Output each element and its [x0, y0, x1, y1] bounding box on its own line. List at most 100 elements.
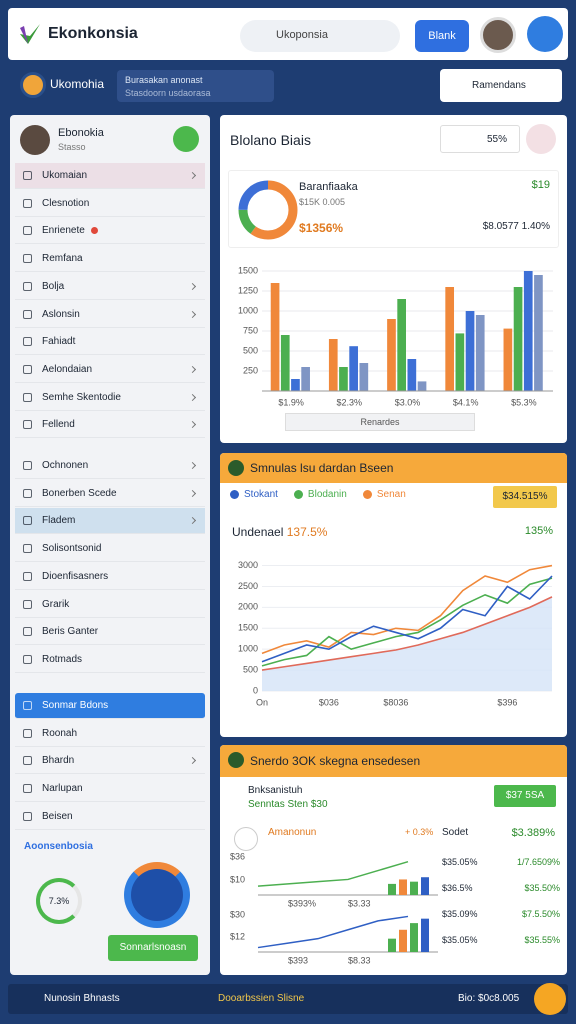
- y-tick-label: 500: [243, 345, 258, 355]
- bar: [301, 367, 310, 391]
- search-box[interactable]: Ukoponsia: [240, 20, 400, 52]
- header-icon: [228, 752, 244, 768]
- menu-icon: [23, 198, 32, 208]
- value-right: 135%: [524, 525, 553, 537]
- chevron: [188, 365, 197, 373]
- bar: [523, 271, 533, 391]
- y-label: $10: [230, 874, 245, 884]
- footer-left: Nunosin Bhnasts: [44, 993, 120, 1004]
- menu-item[interactable]: Narlupan: [15, 776, 205, 803]
- menu-item[interactable]: Solisontsonid: [15, 536, 205, 563]
- menu-label: Rotmads: [42, 653, 83, 665]
- menu-item[interactable]: Beisen: [15, 804, 205, 830]
- value-row: Undenael 137.5%: [232, 525, 327, 539]
- menu-item[interactable]: Roonah: [15, 721, 205, 747]
- panel-title: Smnulas lsu dardan Bseen: [250, 461, 394, 475]
- menu-item[interactable]: Enrienete: [15, 218, 205, 245]
- panel-title: Blolano Biais: [230, 132, 311, 148]
- menu-icon: [23, 516, 32, 526]
- profile-name: Ebonokia: [58, 127, 104, 139]
- menu-label: Narlupan: [42, 783, 83, 795]
- menu-label: Remfana: [42, 253, 83, 265]
- menu-icon: [23, 811, 32, 821]
- menu-icon: [23, 784, 32, 794]
- menu-item[interactable]: Ukomaian: [15, 163, 205, 189]
- menu-icon: [23, 599, 32, 609]
- bar: [349, 346, 358, 391]
- menu-item[interactable]: Fladem: [15, 508, 205, 535]
- menu-item[interactable]: Dioenfisasners: [15, 564, 205, 590]
- fab[interactable]: [534, 983, 566, 1015]
- menu-label: Fahiadt: [42, 336, 76, 348]
- menu-item[interactable]: Fahiadt: [15, 329, 205, 356]
- value-table: $35.05% 1/7.6509% $36.5% $35.50% $35.09% $7.5…: [442, 857, 560, 961]
- row1: Bnksanistuh: [248, 785, 303, 796]
- menu-icon: [23, 309, 32, 319]
- menu-icon: [23, 488, 32, 498]
- bar: [270, 283, 280, 391]
- primary-button[interactable]: Blank: [415, 20, 469, 52]
- menu-item[interactable]: Ochnonen: [15, 453, 205, 479]
- bar: [475, 315, 485, 391]
- bar: [399, 929, 407, 952]
- table-row: $35.05% 1/7.6509%: [442, 857, 560, 883]
- y-label: $12: [230, 931, 245, 941]
- menu-icon: [23, 654, 32, 664]
- legend-swatch: [362, 490, 372, 499]
- menu-item[interactable]: Aelondaian: [15, 357, 205, 383]
- table-cell: $35.50%: [524, 883, 560, 893]
- menu-item[interactable]: Grarik: [15, 592, 205, 618]
- menu-icon: [23, 701, 32, 710]
- panel-icon[interactable]: [526, 124, 556, 154]
- top-bar: Ekonkonsia Ukoponsia Blank: [8, 8, 568, 60]
- profile-subtitle: Stasso: [58, 142, 86, 152]
- table-cell: $35.05%: [442, 857, 478, 867]
- notice[interactable]: Burasakan anonast Stasdoorn usdaorasa: [117, 70, 274, 102]
- menu-item[interactable]: Sonmar Bdons: [15, 693, 205, 719]
- table-cell: $35.55%: [524, 935, 560, 945]
- chart-footer[interactable]: Renardes: [285, 413, 475, 431]
- gauge: 7.3%: [36, 878, 82, 924]
- y-tick-label: 3000: [238, 560, 258, 570]
- menu-icon: [23, 364, 32, 374]
- menu-item[interactable]: Semhe Skentodie: [15, 385, 205, 411]
- bar: [291, 379, 300, 391]
- table-cell: $35.09%: [442, 909, 478, 919]
- donut-gauge: [124, 862, 190, 928]
- notification-button[interactable]: [527, 16, 563, 52]
- legend-swatch: [293, 490, 303, 499]
- y-label: $36: [230, 851, 245, 861]
- menu-item[interactable]: Remfana: [15, 246, 205, 273]
- sidebar-link[interactable]: Aoonsenbosia: [24, 841, 93, 852]
- x-label: $3.33: [348, 898, 371, 908]
- y-tick-label: 250: [243, 365, 258, 375]
- x-tick-label: $3.0%: [395, 397, 421, 407]
- menu-item[interactable]: Bhardn: [15, 748, 205, 775]
- org-title: Ukomohia: [50, 77, 105, 91]
- footer-middle: Dooarbssien Slisne: [218, 993, 305, 1004]
- badge: 55%: [440, 125, 520, 153]
- menu-label: Semhe Skentodie: [42, 391, 121, 403]
- menu-label: Aslonsin: [42, 308, 80, 320]
- menu-label: Solisontsonid: [42, 543, 102, 555]
- y-tick-label: 2000: [238, 602, 258, 612]
- menu-item[interactable]: Bolja: [15, 274, 205, 300]
- sidebar: Ebonokia Stasso Aoonsenbosia 7.3% Sonnar…: [10, 115, 210, 975]
- badge-dot: [90, 227, 98, 235]
- menu-item[interactable]: Beris Ganter: [15, 619, 205, 646]
- avatar[interactable]: [480, 17, 516, 53]
- x-tick-label: On: [256, 697, 268, 707]
- menu-item[interactable]: Clesnotion: [15, 191, 205, 217]
- menu-item[interactable]: Rotmads: [15, 647, 205, 673]
- menu-item[interactable]: Aslonsin: [15, 302, 205, 328]
- menu-item[interactable]: Fellend: [15, 412, 205, 439]
- sidebar-button[interactable]: Sonnarlsnoasn: [108, 935, 198, 961]
- bar: [445, 287, 455, 391]
- menu-label: Aelondaian: [42, 363, 93, 375]
- menu-icon: [23, 420, 32, 430]
- dropdown[interactable]: Ramendans: [440, 69, 562, 102]
- menu-item[interactable]: Bonerben Scede: [15, 481, 205, 507]
- bottom-bar: Nunosin Bhnasts Dooarbssien Slisne Bio: …: [8, 983, 568, 1015]
- profile-action[interactable]: [173, 126, 199, 152]
- x-label: $393%: [288, 898, 316, 908]
